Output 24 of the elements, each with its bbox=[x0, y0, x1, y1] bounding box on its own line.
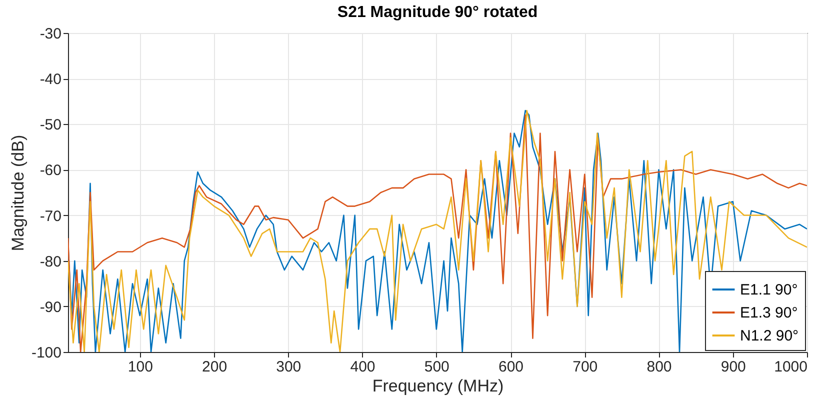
legend-label: E1.3 90° bbox=[740, 304, 798, 322]
x-tick-label: 1000 bbox=[774, 358, 808, 376]
x-tick-label: 800 bbox=[646, 358, 672, 376]
x-tick-label: 700 bbox=[572, 358, 598, 376]
legend-label: E1.1 90° bbox=[740, 282, 798, 298]
y-tick-label: -50 bbox=[40, 116, 62, 134]
y-tick-label: -60 bbox=[40, 162, 62, 180]
y-tick-label: -70 bbox=[40, 208, 62, 225]
x-tick-label: 300 bbox=[276, 358, 302, 376]
y-tick-label: -40 bbox=[40, 71, 62, 88]
x-tick-label: 100 bbox=[128, 358, 153, 376]
y-tick-label: -30 bbox=[40, 26, 62, 42]
x-tick-label: 900 bbox=[720, 358, 746, 376]
y-tick-label: -90 bbox=[40, 298, 62, 316]
y-axis-title: Magnitude (dB) bbox=[8, 134, 28, 252]
x-tick-label: 500 bbox=[424, 358, 450, 376]
chart-title: S21 Magnitude 90° rotated bbox=[337, 4, 538, 21]
x-axis-title: Frequency (MHz) bbox=[372, 376, 504, 396]
x-tick-label: 600 bbox=[498, 358, 524, 376]
y-tick-label: -100 bbox=[31, 344, 62, 362]
x-tick-label: 200 bbox=[202, 358, 228, 376]
x-tick-label: 400 bbox=[350, 358, 376, 376]
y-tick-label: -80 bbox=[40, 253, 62, 270]
legend-label: N1.2 90° bbox=[740, 328, 799, 344]
